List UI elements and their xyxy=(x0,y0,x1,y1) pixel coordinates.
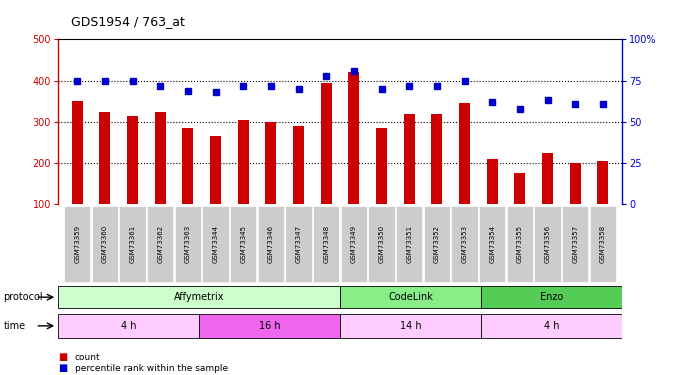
Bar xyxy=(64,206,90,282)
Text: 4 h: 4 h xyxy=(544,321,560,331)
Bar xyxy=(203,206,228,282)
Text: Affymetrix: Affymetrix xyxy=(173,292,224,302)
Bar xyxy=(481,286,622,308)
Text: time: time xyxy=(3,321,26,331)
Bar xyxy=(92,206,118,282)
Text: 14 h: 14 h xyxy=(400,321,422,331)
Bar xyxy=(341,206,367,282)
Text: GSM73358: GSM73358 xyxy=(600,225,606,263)
Text: GSM73352: GSM73352 xyxy=(434,225,440,263)
Bar xyxy=(147,206,173,282)
Text: percentile rank within the sample: percentile rank within the sample xyxy=(75,364,228,373)
Text: GSM73353: GSM73353 xyxy=(462,225,468,263)
Bar xyxy=(286,206,311,282)
Bar xyxy=(570,163,581,204)
Text: GSM73354: GSM73354 xyxy=(489,225,495,263)
Bar xyxy=(404,114,415,204)
Bar xyxy=(258,206,284,282)
Text: GSM73359: GSM73359 xyxy=(74,225,80,263)
Bar xyxy=(534,206,560,282)
Bar xyxy=(127,116,138,204)
Text: GSM73345: GSM73345 xyxy=(240,225,246,263)
Bar xyxy=(265,122,276,204)
Text: GDS1954 / 763_at: GDS1954 / 763_at xyxy=(71,15,185,28)
Text: GSM73362: GSM73362 xyxy=(157,225,163,263)
Bar xyxy=(199,314,340,338)
Text: GSM73351: GSM73351 xyxy=(406,225,412,263)
Bar xyxy=(99,112,110,204)
Text: Enzo: Enzo xyxy=(540,292,563,302)
Text: GSM73344: GSM73344 xyxy=(213,225,218,263)
Text: GSM73349: GSM73349 xyxy=(351,225,357,263)
Bar xyxy=(562,206,588,282)
Bar xyxy=(487,159,498,204)
Text: GSM73350: GSM73350 xyxy=(379,225,384,263)
Bar xyxy=(424,206,450,282)
Bar xyxy=(175,206,201,282)
Text: protocol: protocol xyxy=(3,292,43,302)
Text: GSM73363: GSM73363 xyxy=(185,225,191,263)
Bar xyxy=(182,128,193,204)
Bar xyxy=(597,161,609,204)
Bar xyxy=(58,286,340,308)
Bar xyxy=(321,83,332,204)
Text: GSM73348: GSM73348 xyxy=(323,225,329,263)
Bar xyxy=(340,286,481,308)
Bar xyxy=(71,101,83,204)
Text: GSM73360: GSM73360 xyxy=(102,225,108,263)
Bar xyxy=(431,114,443,204)
Text: ■: ■ xyxy=(58,363,67,373)
Bar xyxy=(481,314,622,338)
Bar xyxy=(369,206,394,282)
Bar xyxy=(396,206,422,282)
Bar xyxy=(459,104,470,204)
Text: GSM73357: GSM73357 xyxy=(572,225,578,263)
Bar xyxy=(210,136,221,204)
Text: 4 h: 4 h xyxy=(120,321,136,331)
Text: CodeLink: CodeLink xyxy=(388,292,433,302)
Bar xyxy=(507,206,533,282)
Bar xyxy=(340,314,481,338)
Text: 16 h: 16 h xyxy=(258,321,280,331)
Bar xyxy=(590,206,616,282)
Bar xyxy=(237,120,249,204)
Bar xyxy=(376,128,387,204)
Bar xyxy=(452,206,477,282)
Text: GSM73356: GSM73356 xyxy=(545,225,551,263)
Text: GSM73347: GSM73347 xyxy=(296,225,301,263)
Text: GSM73355: GSM73355 xyxy=(517,225,523,263)
Bar xyxy=(154,112,166,204)
Bar xyxy=(542,153,553,204)
Bar xyxy=(313,206,339,282)
Bar xyxy=(514,174,526,204)
Bar xyxy=(230,206,256,282)
Text: GSM73346: GSM73346 xyxy=(268,225,274,263)
Bar xyxy=(348,72,359,204)
Bar xyxy=(120,206,146,282)
Text: count: count xyxy=(75,352,101,362)
Bar xyxy=(58,314,199,338)
Text: ■: ■ xyxy=(58,352,67,362)
Text: GSM73361: GSM73361 xyxy=(129,225,135,263)
Bar xyxy=(293,126,304,204)
Bar xyxy=(479,206,505,282)
